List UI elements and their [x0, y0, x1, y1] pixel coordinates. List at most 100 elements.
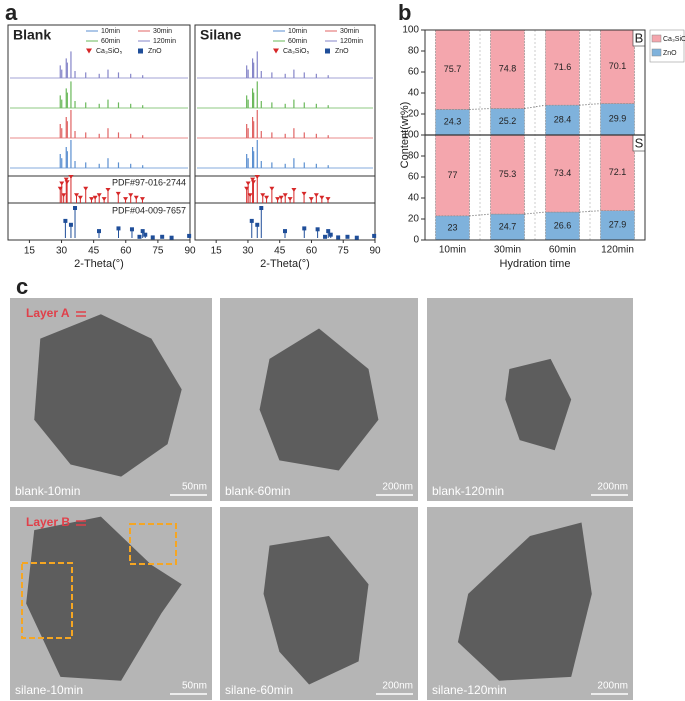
- value-label: 25.2: [499, 116, 517, 126]
- reference-marker: [372, 233, 377, 238]
- particle: [26, 516, 182, 681]
- caption: blank-10min: [15, 484, 80, 498]
- reference-marker: [250, 180, 256, 185]
- scale-bar-label: 200nm: [382, 482, 413, 493]
- legend-label: 120min: [153, 38, 176, 45]
- reference-marker: [77, 195, 83, 200]
- x-tick-label: 45: [88, 246, 100, 257]
- bar-segment: [490, 108, 525, 136]
- scale-bar-label: 200nm: [597, 681, 628, 692]
- bar-segment: [545, 104, 580, 136]
- legend-label: 60min: [288, 38, 307, 45]
- value-label: 23: [447, 222, 457, 232]
- x-tick-label: 60min: [549, 245, 576, 256]
- particle: [263, 535, 369, 685]
- reference-marker: [63, 177, 69, 182]
- bar-segment: [600, 103, 635, 136]
- y-tick-label: 60: [408, 67, 420, 78]
- y-tick-label: 100: [402, 25, 419, 36]
- legend-swatch: [651, 34, 662, 43]
- value-label: 71.6: [554, 62, 572, 72]
- reference-marker: [105, 188, 111, 192]
- x-axis-label: Hydration time: [500, 258, 571, 270]
- legend-marker: [273, 48, 279, 54]
- particle: [505, 358, 572, 451]
- panel-tag: S: [635, 135, 644, 150]
- reference-label: PDF#04-009-7657: [112, 205, 186, 215]
- panel-label: a: [5, 0, 18, 25]
- value-label: 28.4: [554, 114, 572, 124]
- value-label: 72.1: [609, 167, 627, 177]
- value-label: 73.4: [554, 168, 572, 178]
- x-tick-label: 30: [56, 246, 68, 257]
- connector: [524, 104, 546, 110]
- reference-marker: [245, 181, 251, 186]
- legend-swatch: [651, 48, 662, 57]
- reference-marker: [150, 235, 155, 240]
- reference-marker: [61, 193, 67, 198]
- connector: [579, 103, 601, 106]
- y-tick-label: 60: [408, 172, 420, 183]
- reference-marker: [83, 186, 89, 191]
- y-tick-label: 80: [408, 151, 420, 162]
- legend-label: ZnO: [148, 48, 162, 55]
- legend-marker: [138, 48, 143, 54]
- y-tick-label: 40: [408, 193, 420, 204]
- bar-segment: [490, 134, 525, 215]
- bar-segment: [600, 29, 635, 104]
- reference-marker: [283, 229, 287, 234]
- reference-marker: [64, 180, 70, 185]
- chart-title: Blank: [13, 27, 51, 43]
- scale-bar-label: 50nm: [182, 681, 207, 692]
- reference-marker: [68, 222, 73, 227]
- x-tick-label: 75: [152, 246, 164, 257]
- legend-label: 60min: [101, 38, 120, 45]
- legend-label: 10min: [101, 28, 120, 35]
- connector: [469, 108, 491, 110]
- x-tick-label: 45: [274, 246, 286, 257]
- panel-label: b: [398, 0, 411, 25]
- y-tick-label: 100: [402, 130, 419, 141]
- caption: blank-120min: [432, 484, 504, 498]
- reference-marker: [282, 193, 288, 198]
- scale-bar-label: 200nm: [597, 482, 628, 493]
- connector: [579, 210, 601, 213]
- reference-marker: [97, 229, 101, 234]
- x-tick-label: 30min: [494, 245, 521, 256]
- reference-marker: [301, 191, 307, 196]
- reference-marker: [291, 188, 297, 192]
- reference-marker: [323, 234, 328, 239]
- y-tick-label: 40: [408, 88, 420, 99]
- x-tick-label: 10min: [439, 245, 466, 256]
- value-label: 75.3: [499, 169, 517, 179]
- reference-marker: [325, 197, 331, 202]
- y-tick-label: 80: [408, 46, 420, 57]
- reference-marker: [269, 186, 275, 191]
- reference-marker: [137, 234, 142, 239]
- bar-segment: [600, 134, 635, 212]
- value-label: 74.8: [499, 64, 517, 74]
- y-tick-label: 0: [413, 235, 419, 246]
- layer-label: Layer B: [26, 515, 70, 529]
- bar-segment: [435, 109, 470, 136]
- reference-marker: [247, 193, 253, 198]
- bar-segment: [435, 215, 470, 241]
- legend-marker: [325, 48, 330, 54]
- reference-marker: [319, 195, 325, 200]
- reference-marker: [287, 197, 293, 202]
- connector: [469, 213, 491, 217]
- y-tick-label: 20: [408, 214, 420, 225]
- reference-marker: [308, 197, 314, 202]
- reference-marker: [139, 197, 145, 202]
- x-tick-label: 15: [24, 246, 36, 257]
- x-axis-label: 2-Theta(°): [74, 258, 124, 270]
- reference-marker: [92, 195, 98, 200]
- plot-frame: [7, 24, 191, 241]
- connector: [524, 211, 546, 215]
- reference-marker: [275, 197, 281, 202]
- plot-frame: [194, 24, 376, 241]
- particle: [259, 328, 379, 471]
- value-label: 24.7: [499, 221, 517, 231]
- value-label: 26.6: [554, 220, 572, 230]
